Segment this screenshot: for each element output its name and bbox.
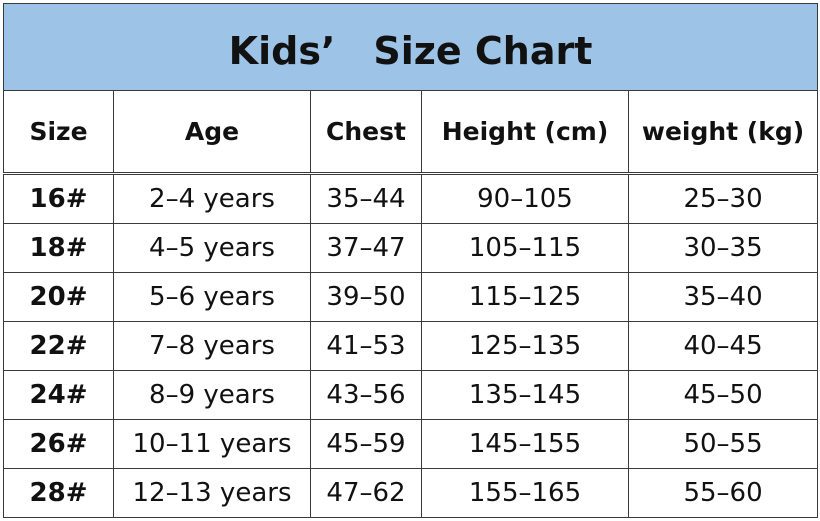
table-cell: 18# (3, 223, 114, 273)
table-cell: 40–45 (627, 321, 819, 371)
table-cell: 115–125 (421, 272, 629, 322)
table-cell: 50–55 (627, 419, 819, 469)
table-cell: 105–115 (421, 223, 629, 273)
table-cell: 41–53 (310, 321, 422, 371)
table-cell: 26# (3, 419, 114, 469)
table-cell: 145–155 (421, 419, 629, 469)
table-cell: 7–8 years (113, 321, 311, 371)
table-cell: 10–11 years (113, 419, 311, 469)
size-row: 28# 12–13 years 47–62 155–165 55–60 (3, 468, 819, 518)
header-row: Size Age Chest Height (cm) weight (kg) (3, 90, 819, 175)
column-header: weight (kg) (627, 90, 819, 175)
table-cell: 12–13 years (113, 468, 311, 518)
size-row: 16# 2–4 years 35–44 90–105 25–30 (3, 173, 819, 224)
table-body: Kids’ Size Chart Size Age Chest Height (cm)… (2, 3, 819, 518)
size-table: Kids’ Size Chart Size Age Chest Height (cm)… (2, 3, 819, 518)
table-cell: 39–50 (310, 272, 422, 322)
table-cell: 155–165 (421, 468, 629, 518)
table-cell: 135–145 (421, 370, 629, 420)
size-row: 24# 8–9 years 43–56 135–145 45–50 (3, 370, 819, 420)
table-cell: 22# (3, 321, 114, 371)
table-cell: 30–35 (627, 223, 819, 273)
table-cell: 5–6 years (113, 272, 311, 322)
table-cell: 16# (3, 173, 114, 224)
column-header: Height (cm) (421, 90, 629, 175)
table-cell: 2–4 years (113, 173, 311, 224)
table-cell: 125–135 (421, 321, 629, 371)
size-row: 18# 4–5 years 37–47 105–115 30–35 (3, 223, 819, 273)
table-cell: 47–62 (310, 468, 422, 518)
table-cell: 35–44 (310, 173, 422, 224)
size-row: 26# 10–11 years 45–59 145–155 50–55 (3, 419, 819, 469)
table-cell: 43–56 (310, 370, 422, 420)
table-cell: 8–9 years (113, 370, 311, 420)
column-header: Size (3, 90, 114, 175)
table-cell: 45–59 (310, 419, 422, 469)
table-cell: 4–5 years (113, 223, 311, 273)
size-row: 22# 7–8 years 41–53 125–135 40–45 (3, 321, 819, 371)
column-header: Chest (310, 90, 422, 175)
table-cell: 35–40 (627, 272, 819, 322)
column-header: Age (113, 90, 311, 175)
table-cell: 25–30 (627, 173, 819, 224)
table-cell: 28# (3, 468, 114, 518)
table-title: Kids’ Size Chart (2, 3, 819, 91)
size-chart: Kids’ Size Chart Size Age Chest Height (cm)… (2, 3, 819, 518)
table-cell: 45–50 (627, 370, 819, 420)
title-row: Kids’ Size Chart (2, 3, 819, 91)
table-cell: 20# (3, 272, 114, 322)
table-cell: 55–60 (627, 468, 819, 518)
table-cell: 90–105 (421, 173, 629, 224)
table-cell: 24# (3, 370, 114, 420)
size-row: 20# 5–6 years 39–50 115–125 35–40 (3, 272, 819, 322)
table-cell: 37–47 (310, 223, 422, 273)
